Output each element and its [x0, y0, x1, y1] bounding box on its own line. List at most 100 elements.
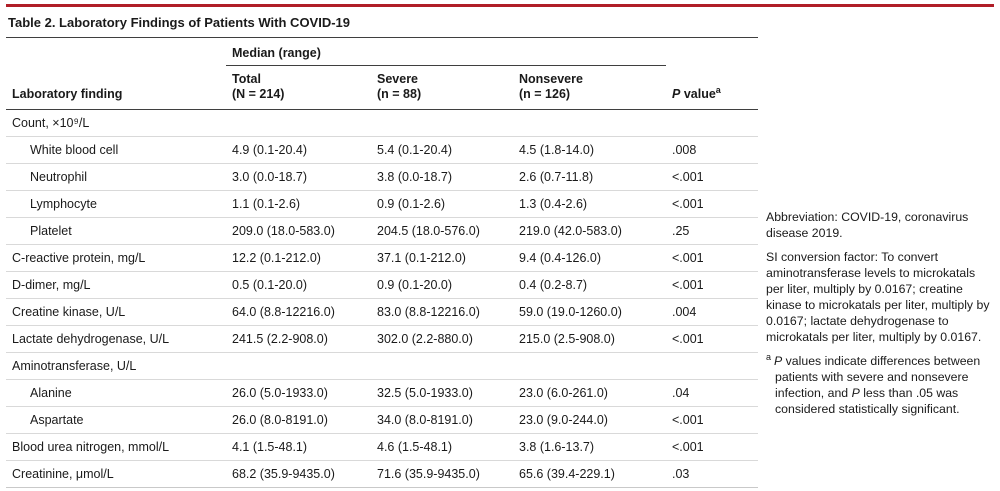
finding-cell: Creatine kinase, U/L	[12, 305, 126, 319]
total-cell: 1.1 (0.1-2.6)	[232, 197, 301, 211]
severe-cell: 302.0 (2.2-880.0)	[377, 332, 473, 346]
nonsevere-cell: 9.4 (0.4-126.0)	[519, 251, 601, 265]
table-title: Table 2. Laboratory Findings of Patients…	[6, 7, 758, 38]
finding-cell: Lymphocyte	[30, 197, 97, 211]
column-header-row: Laboratory finding Total (N = 214) Sever…	[6, 66, 758, 109]
severe-cell: 4.6 (1.5-48.1)	[377, 440, 453, 454]
table-row-blood-urea-nitrogen: Blood urea nitrogen, mmol/L 4.1 (1.5-48.…	[6, 434, 758, 461]
table-row-platelet: Platelet 209.0 (18.0-583.0) 204.5 (18.0-…	[6, 218, 758, 245]
severe-cell: 34.0 (8.0-8191.0)	[377, 413, 473, 427]
column-header-nonsevere: Nonsevere (n = 126)	[513, 66, 666, 109]
severe-cell: 37.1 (0.1-212.0)	[377, 251, 466, 265]
table-footnotes: Abbreviation: COVID-19, coronavirus dise…	[766, 210, 994, 426]
severe-cell: 5.4 (0.1-20.4)	[377, 143, 453, 157]
pvalue-cell: <.001	[672, 197, 704, 211]
finding-cell: Aminotransferase, U/L	[12, 359, 137, 373]
table-row-lactate-dehydrogenase: Lactate dehydrogenase, U/L 241.5 (2.2-90…	[6, 326, 758, 353]
pvalue-cell: .03	[672, 467, 690, 481]
pvalue-cell: <.001	[672, 278, 704, 292]
severe-cell: 0.9 (0.1-2.6)	[377, 197, 446, 211]
finding-cell: D-dimer, mg/L	[12, 278, 91, 292]
severe-cell: 83.0 (8.8-12216.0)	[377, 305, 480, 319]
table-row-count-section: Count, ×10⁹/L	[6, 110, 758, 137]
footnote-a-p1: P	[774, 353, 783, 368]
total-cell: 3.0 (0.0-18.7)	[232, 170, 308, 184]
column-header-total: Total (N = 214)	[226, 66, 371, 109]
severe-cell: 71.6 (35.9-9435.0)	[377, 467, 480, 481]
nonsevere-cell: 4.5 (1.8-14.0)	[519, 143, 595, 157]
pvalue-cell	[666, 118, 758, 129]
finding-cell: Platelet	[30, 224, 72, 238]
finding-cell: Creatinine, μmol/L	[12, 467, 114, 481]
si-conversion-note: SI conversion factor: To convert aminotr…	[766, 249, 990, 344]
total-cell: 0.5 (0.1-20.0)	[232, 278, 308, 292]
total-cell: 26.0 (5.0-1933.0)	[232, 386, 328, 400]
table-row-white-blood-cell: White blood cell 4.9 (0.1-20.4) 5.4 (0.1…	[6, 137, 758, 164]
pvalue-cell: <.001	[672, 251, 704, 265]
total-cell: 12.2 (0.1-212.0)	[232, 251, 321, 265]
total-cell: 241.5 (2.2-908.0)	[232, 332, 328, 346]
table-row-alanine: Alanine 26.0 (5.0-1933.0) 32.5 (5.0-1933…	[6, 380, 758, 407]
total-cell: 209.0 (18.0-583.0)	[232, 224, 335, 238]
nonsevere-cell: 1.3 (0.4-2.6)	[519, 197, 588, 211]
footnote-a-text2: less than .05 was considered statistical…	[775, 385, 960, 416]
pvalue-cell: .04	[672, 386, 690, 400]
table-header: Median (range) Laboratory finding Total …	[6, 38, 758, 110]
total-cell: 68.2 (35.9-9435.0)	[232, 467, 335, 481]
spanner-spacer	[6, 54, 226, 66]
total-cell	[226, 118, 371, 129]
pvalue-cell: .25	[672, 224, 690, 238]
finding-cell: Count, ×10⁹/L	[12, 116, 90, 130]
column-header-total-line1: Total	[232, 72, 261, 86]
finding-cell: Aspartate	[30, 413, 84, 427]
finding-cell: C-reactive protein, mg/L	[12, 251, 146, 265]
table-row-aspartate: Aspartate 26.0 (8.0-8191.0) 34.0 (8.0-81…	[6, 407, 758, 434]
finding-cell: Neutrophil	[30, 170, 87, 184]
nonsevere-cell: 59.0 (19.0-1260.0)	[519, 305, 622, 319]
table-row-neutrophil: Neutrophil 3.0 (0.0-18.7) 3.8 (0.0-18.7)…	[6, 164, 758, 191]
pvalue-footnote-marker: a	[715, 84, 721, 95]
column-header-total-line2: (N = 214)	[232, 87, 285, 101]
nonsevere-cell	[513, 118, 666, 129]
pvalue-rest: value	[680, 87, 716, 101]
column-header-pvalue: P valuea	[666, 81, 758, 109]
nonsevere-cell: 219.0 (42.0-583.0)	[519, 224, 622, 238]
nonsevere-cell: 2.6 (0.7-11.8)	[519, 170, 594, 184]
column-header-severe-line2: (n = 88)	[377, 87, 422, 101]
spanner-row: Median (range)	[6, 38, 758, 66]
pvalue-cell: <.001	[672, 170, 704, 184]
pvalue-cell: <.001	[672, 332, 704, 346]
total-cell: 4.1 (1.5-48.1)	[232, 440, 308, 454]
footnote-a-p2: P	[851, 385, 860, 400]
pvalue-cell: .008	[672, 143, 697, 157]
column-header-nonsevere-line1: Nonsevere	[519, 72, 583, 86]
severe-cell	[371, 118, 513, 129]
table-row-d-dimer: D-dimer, mg/L 0.5 (0.1-20.0) 0.9 (0.1-20…	[6, 272, 758, 299]
finding-cell: Blood urea nitrogen, mmol/L	[12, 440, 170, 454]
pvalue-cell: <.001	[672, 413, 704, 427]
lab-findings-table: Table 2. Laboratory Findings of Patients…	[6, 7, 758, 488]
severe-cell: 0.9 (0.1-20.0)	[377, 278, 453, 292]
pvalue-cell: .004	[672, 305, 697, 319]
table-row-lymphocyte: Lymphocyte 1.1 (0.1-2.6) 0.9 (0.1-2.6) 1…	[6, 191, 758, 218]
abbreviation-note: Abbreviation: COVID-19, coronavirus dise…	[766, 210, 969, 240]
column-header-finding: Laboratory finding	[12, 87, 123, 101]
finding-cell: Lactate dehydrogenase, U/L	[12, 332, 170, 346]
nonsevere-cell	[513, 361, 666, 372]
top-accent-rule	[6, 4, 994, 7]
total-cell: 4.9 (0.1-20.4)	[232, 143, 308, 157]
nonsevere-cell: 3.8 (1.6-13.7)	[519, 440, 595, 454]
finding-cell: Alanine	[30, 386, 72, 400]
table-row-creatine-kinase: Creatine kinase, U/L 64.0 (8.8-12216.0) …	[6, 299, 758, 326]
nonsevere-cell: 65.6 (39.4-229.1)	[519, 467, 615, 481]
column-header-severe: Severe (n = 88)	[371, 66, 513, 109]
total-cell: 64.0 (8.8-12216.0)	[232, 305, 335, 319]
table-row-aminotransferase-section: Aminotransferase, U/L	[6, 353, 758, 380]
table-row-c-reactive-protein: C-reactive protein, mg/L 12.2 (0.1-212.0…	[6, 245, 758, 272]
nonsevere-cell: 23.0 (6.0-261.0)	[519, 386, 608, 400]
severe-cell: 204.5 (18.0-576.0)	[377, 224, 480, 238]
total-cell: 26.0 (8.0-8191.0)	[232, 413, 328, 427]
finding-cell: White blood cell	[30, 143, 119, 157]
